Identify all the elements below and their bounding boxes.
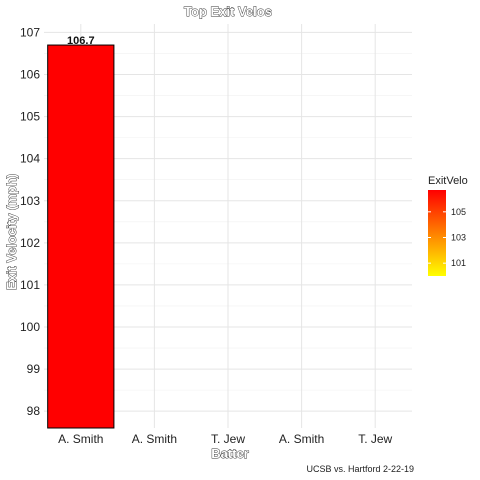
- bar-value-label: 106.7: [67, 35, 95, 47]
- y-tick-label: 106: [20, 68, 40, 82]
- y-tick-label: 100: [20, 320, 40, 334]
- y-tick-label: 104: [20, 152, 40, 166]
- y-tick-label: 99: [27, 362, 41, 376]
- legend-ticks: 101 103 105: [428, 207, 466, 268]
- x-tick-label: A. Smith: [132, 432, 177, 446]
- legend-title: ExitVelo: [428, 175, 468, 187]
- bars: [47, 44, 115, 429]
- x-tick-label: A. Smith: [279, 432, 324, 446]
- chart-caption: UCSB vs. Hartford 2-22-19: [306, 464, 414, 474]
- x-tick-label: T. Jew: [211, 432, 245, 446]
- x-axis-title: Batter: [211, 446, 249, 461]
- legend-tick-label: 103: [451, 232, 466, 242]
- y-tick-label: 101: [20, 278, 40, 292]
- x-tick-label: A. Smith: [58, 432, 103, 446]
- legend-colorbar: [428, 190, 446, 276]
- chart-title: Top Exit Velos: [184, 4, 272, 19]
- y-axis-ticks: 98 99 100 101 102 103 104 105 106 107: [20, 25, 40, 418]
- legend-tick-label: 101: [451, 258, 466, 268]
- y-axis-title: Exit Velocity (mph): [4, 174, 19, 290]
- data-labels: 106.7: [67, 35, 95, 47]
- y-tick-label: 105: [20, 110, 40, 124]
- y-tick-label: 98: [27, 404, 41, 418]
- y-tick-label: 107: [20, 25, 40, 39]
- y-tick-label: 103: [20, 194, 40, 208]
- legend-tick-label: 105: [451, 207, 466, 217]
- bar: [47, 44, 115, 429]
- x-axis-ticks: A. Smith A. Smith T. Jew A. Smith T. Jew: [58, 432, 392, 446]
- x-tick-label: T. Jew: [358, 432, 392, 446]
- color-legend: ExitVelo 101 103 105: [428, 175, 468, 276]
- y-tick-label: 102: [20, 236, 40, 250]
